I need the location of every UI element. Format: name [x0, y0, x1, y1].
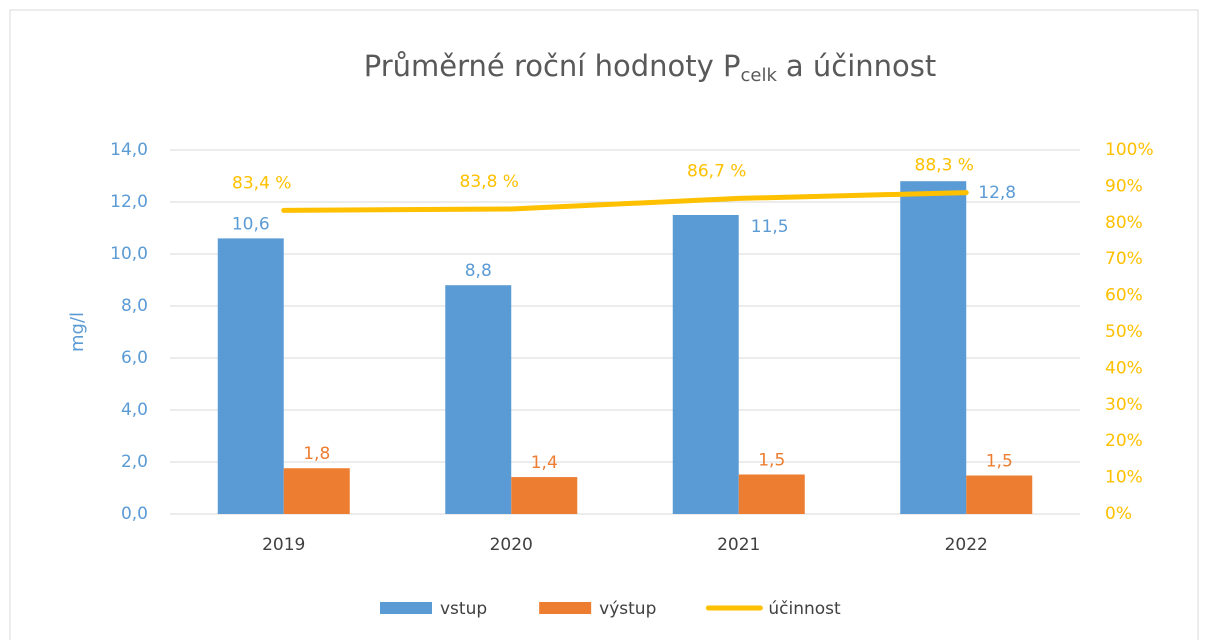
data-label: 12,8: [978, 183, 1016, 203]
bar: [738, 474, 805, 514]
title-main: Průměrné roční hodnoty P: [364, 49, 741, 83]
y2-tick-label: 60%: [1105, 286, 1143, 306]
y2-tick-label: 100%: [1105, 140, 1154, 160]
data-label: 11,5: [751, 217, 789, 237]
bar: [966, 475, 1033, 514]
line-label: 83,8 %: [460, 172, 519, 192]
data-label: 10,6: [232, 214, 270, 234]
y2-tick-label: 70%: [1105, 249, 1143, 269]
legend-label: výstup: [599, 599, 656, 619]
y-tick-label: 14,0: [110, 140, 148, 160]
y2-tick-label: 30%: [1105, 395, 1143, 415]
legend-label: vstup: [440, 599, 487, 619]
y-tick-label: 6,0: [121, 348, 148, 368]
x-tick-label: 2020: [490, 535, 533, 555]
title-subscript: celk: [740, 65, 777, 86]
y-tick-label: 2,0: [121, 452, 148, 472]
bar: [672, 215, 739, 514]
x-tick-label: 2019: [262, 535, 305, 555]
bar: [900, 181, 967, 514]
line-label: 88,3 %: [915, 156, 974, 176]
data-label: 1,5: [986, 452, 1013, 472]
data-label: 1,8: [303, 444, 330, 464]
bar: [511, 477, 578, 514]
y2-tick-label: 80%: [1105, 213, 1143, 233]
y-axis-label: mg/l: [67, 312, 88, 352]
y2-tick-label: 20%: [1105, 431, 1143, 451]
title-suffix: a účinnost: [786, 49, 936, 83]
legend-swatch: [539, 602, 592, 614]
line-label: 83,4 %: [232, 173, 291, 193]
data-label: 1,4: [531, 453, 558, 473]
y2-tick-label: 50%: [1105, 322, 1143, 342]
chart-title: Průměrné roční hodnoty Pcelk a účinnost: [364, 49, 937, 86]
data-label: 1,5: [758, 450, 785, 470]
chart-border: [9, 9, 1199, 640]
x-tick-label: 2022: [945, 535, 988, 555]
y2-tick-label: 0%: [1105, 504, 1132, 524]
y2-tick-label: 10%: [1105, 468, 1143, 488]
line-label: 86,7 %: [687, 161, 746, 181]
y-tick-label: 8,0: [121, 296, 148, 316]
data-label: 8,8: [465, 261, 492, 281]
y2-tick-label: 90%: [1105, 176, 1143, 196]
y-tick-label: 10,0: [110, 244, 148, 264]
bar: [283, 468, 350, 514]
legend-swatch: [380, 602, 432, 614]
line: [281, 190, 969, 213]
y-tick-label: 4,0: [121, 400, 148, 420]
x-tick-label: 2021: [717, 535, 760, 555]
y-tick-label: 0,0: [121, 504, 148, 524]
legend-label: účinnost: [768, 599, 841, 619]
bar: [217, 238, 284, 514]
bar: [445, 285, 512, 514]
y2-tick-label: 40%: [1105, 358, 1143, 378]
y-tick-label: 12,0: [110, 192, 148, 212]
